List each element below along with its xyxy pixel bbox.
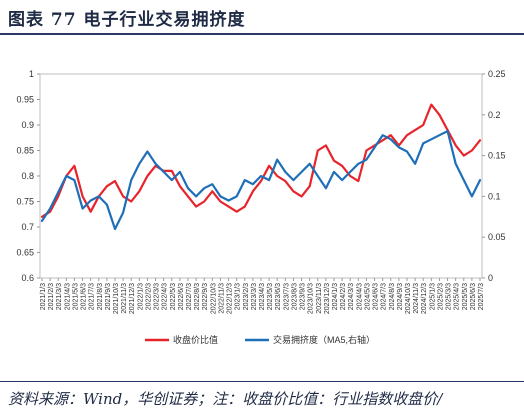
x-tick-label: 2021/4/3 bbox=[64, 283, 71, 310]
y2-tick-label: 0.1 bbox=[488, 191, 501, 201]
x-tick-label: 2023/1/3 bbox=[235, 283, 242, 310]
legend: 收盘价比值 交易拥挤度（MA5,右轴） bbox=[145, 334, 375, 345]
x-tick-label: 2024/11/3 bbox=[413, 283, 420, 314]
header: 图表 77 电子行业交易拥挤度 bbox=[0, 0, 524, 33]
x-axis: 2021/1/3 2021/2/3 2021/3/3 2021/4/3 2021/5/3… bbox=[40, 278, 485, 314]
x-tick-label: 2025/1/3 bbox=[429, 283, 436, 310]
x-tick-label: 2024/2/3 bbox=[340, 283, 347, 310]
series-line-2 bbox=[40, 129, 482, 231]
y-tick-label: 0.85 bbox=[16, 146, 34, 156]
x-tick-label: 2024/4/3 bbox=[356, 283, 363, 310]
y2-tick-label: 0.2 bbox=[488, 110, 501, 120]
series-lines bbox=[40, 103, 482, 231]
x-tick-label: 2021/2/3 bbox=[48, 283, 55, 310]
x-tick-label: 2023/3/3 bbox=[251, 283, 258, 310]
chart: 1 0.95 0.9 0.85 0.8 0.75 0.7 0.65 0.6 0.25 0.2 0.1… bbox=[16, 69, 506, 345]
x-tick-label: 2023/5/3 bbox=[267, 283, 274, 310]
x-tick-label: 2021/9/3 bbox=[105, 283, 112, 310]
x-tick-label: 2025/5/3 bbox=[462, 283, 469, 310]
page-title: 图表 77 电子行业交易拥挤度 bbox=[8, 10, 246, 30]
x-tick-label: 2023/8/3 bbox=[291, 283, 298, 310]
x-tick-label: 2021/8/3 bbox=[97, 283, 104, 310]
x-tick-label: 2021/1/3 bbox=[40, 283, 47, 310]
x-tick-label: 2024/9/3 bbox=[397, 283, 404, 310]
x-tick-label: 2024/5/3 bbox=[364, 283, 371, 310]
x-tick-label: 2022/10/3 bbox=[210, 283, 217, 314]
x-tick-label: 2022/11/3 bbox=[218, 283, 225, 314]
x-tick-label: 2023/11/3 bbox=[316, 283, 323, 314]
x-tick-label: 2025/4/3 bbox=[454, 283, 461, 310]
x-tick-label: 2023/7/3 bbox=[283, 283, 290, 310]
y2-tick-label: 0.15 bbox=[488, 151, 506, 161]
x-tick-label: 2023/12/3 bbox=[324, 283, 331, 314]
x-tick-label: 2024/1/3 bbox=[332, 283, 339, 310]
header-rule bbox=[0, 33, 524, 35]
y2-tick-label: 0.25 bbox=[488, 69, 506, 79]
y-tick-label: 0.75 bbox=[16, 197, 34, 207]
x-tick-label: 2023/6/3 bbox=[275, 283, 282, 310]
x-tick-label: 2024/12/3 bbox=[421, 283, 428, 314]
x-tick-label: 2025/7/3 bbox=[478, 283, 485, 310]
x-tick-label: 2022/4/3 bbox=[162, 283, 169, 310]
x-tick-label: 2021/7/3 bbox=[89, 283, 96, 310]
x-tick-label: 2021/10/3 bbox=[113, 283, 120, 314]
x-tick-label: 2022/5/3 bbox=[170, 283, 177, 310]
x-tick-label: 2021/11/3 bbox=[121, 283, 128, 314]
y2-tick-label: 0 bbox=[488, 273, 493, 283]
x-tick-label: 2021/6/3 bbox=[81, 283, 88, 310]
x-tick-label: 2021/3/3 bbox=[56, 283, 63, 310]
source-note: 资料来源：Wind，华创证券；注：收盘价比值：行业指数收盘价/ bbox=[8, 390, 443, 408]
x-tick-label: 2022/3/3 bbox=[154, 283, 161, 310]
x-tick-label: 2025/3/3 bbox=[446, 283, 453, 310]
y-tick-label: 0.7 bbox=[21, 222, 34, 232]
y-tick-label: 0.6 bbox=[21, 273, 34, 283]
y-tick-label: 0.9 bbox=[21, 120, 34, 130]
legend-label-1: 收盘价比值 bbox=[173, 334, 218, 345]
x-tick-label: 2023/9/3 bbox=[300, 283, 307, 310]
x-tick-label: 2022/12/3 bbox=[227, 283, 234, 314]
y-axis-left: 1 0.95 0.9 0.85 0.8 0.75 0.7 0.65 0.6 bbox=[16, 69, 40, 283]
y-tick-label: 0.65 bbox=[16, 248, 34, 258]
legend-label-2: 交易拥挤度（MA5,右轴） bbox=[273, 334, 375, 345]
y2-tick-label: 0.05 bbox=[488, 232, 506, 242]
series-line-1 bbox=[40, 103, 482, 218]
x-tick-label: 2022/7/3 bbox=[186, 283, 193, 310]
x-tick-label: 2024/7/3 bbox=[381, 283, 388, 310]
x-tick-label: 2021/5/3 bbox=[72, 283, 79, 310]
y-tick-label: 0.8 bbox=[21, 171, 34, 181]
x-tick-label: 2024/3/3 bbox=[348, 283, 355, 310]
x-tick-label: 2023/2/3 bbox=[243, 283, 250, 310]
y-axis-right: 0.25 0.2 0.15 0.1 0.05 0 bbox=[482, 69, 506, 283]
x-tick-label: 2024/10/3 bbox=[405, 283, 412, 314]
y-tick-label: 0.95 bbox=[16, 95, 34, 105]
x-tick-label: 2024/6/3 bbox=[373, 283, 380, 310]
x-tick-label: 2023/4/3 bbox=[259, 283, 266, 310]
y-tick-label: 1 bbox=[29, 69, 34, 79]
x-tick-label: 2022/1/3 bbox=[137, 283, 144, 310]
x-tick-label: 2021/12/3 bbox=[129, 283, 136, 314]
x-tick-label: 2022/6/3 bbox=[178, 283, 185, 310]
x-tick-label: 2025/6/3 bbox=[470, 283, 477, 310]
x-tick-label: 2022/9/3 bbox=[202, 283, 209, 310]
x-tick-label: 2023/10/3 bbox=[308, 283, 315, 314]
x-tick-label: 2025/2/3 bbox=[437, 283, 444, 310]
x-tick-label: 2024/8/3 bbox=[389, 283, 396, 310]
footer-rule bbox=[0, 381, 524, 382]
x-tick-label: 2022/2/3 bbox=[145, 283, 152, 310]
x-tick-label: 2022/8/3 bbox=[194, 283, 201, 310]
